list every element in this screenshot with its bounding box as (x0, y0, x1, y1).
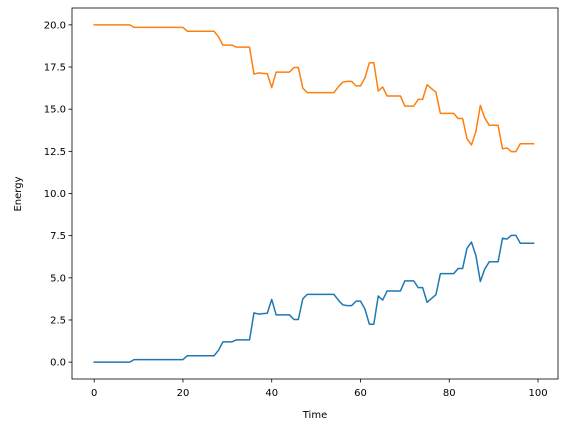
x-tick-label: 80 (443, 388, 456, 399)
y-tick-label: 15.0 (44, 105, 66, 116)
y-tick-label: 5.0 (50, 273, 66, 284)
x-tick-label: 40 (265, 388, 278, 399)
y-tick-label: 12.5 (44, 147, 66, 158)
y-tick-label: 17.5 (44, 63, 66, 74)
x-tick-label: 100 (528, 388, 547, 399)
y-tick-label: 10.0 (44, 189, 66, 200)
y-tick-label: 2.5 (50, 315, 66, 326)
x-tick-label: 20 (177, 388, 190, 399)
x-tick-label: 0 (91, 388, 97, 399)
series-2 (93, 24, 535, 153)
x-tick-label: 60 (354, 388, 367, 399)
series-1-line (93, 234, 535, 363)
y-tick-label: 7.5 (50, 231, 66, 242)
y-axis: 0.0 2.5 5.0 7.5 10.0 12.5 15.0 17.5 20.0 (44, 20, 72, 369)
series-1 (93, 234, 535, 363)
series-2-line (93, 24, 535, 153)
y-tick-label: 20.0 (44, 20, 66, 31)
y-tick-label: 0.0 (50, 358, 66, 369)
plot-area-background (72, 8, 558, 379)
x-axis: 0 20 40 60 80 100 (91, 379, 548, 399)
series-layer (93, 24, 535, 363)
x-axis-label: Time (302, 410, 327, 421)
y-axis-label: Energy (13, 176, 24, 211)
